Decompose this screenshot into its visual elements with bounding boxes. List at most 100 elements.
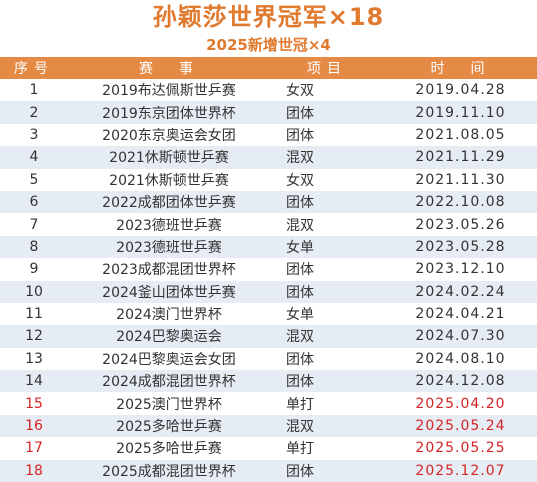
row-type: 团体: [286, 127, 314, 144]
row-type: 团体: [286, 195, 314, 212]
table-row: 17 2025多哈世乒赛 单打 2025.05.25: [0, 437, 537, 460]
row-date: 2025.05.24: [384, 414, 537, 438]
row-type-cell: 团体: [270, 280, 384, 303]
row-event: 2023德班世乒赛: [68, 213, 270, 236]
row-number: 12: [0, 325, 68, 348]
row-date: 2025.05.25: [384, 437, 537, 460]
row-date: 2019.04.28: [384, 79, 537, 102]
row-date: 2025.04.20: [384, 392, 537, 415]
row-date: 2021.08.05: [384, 123, 537, 147]
row-event: 2021休斯顿世乒赛: [68, 168, 270, 191]
row-type: 单打: [286, 396, 314, 413]
table-row: 13 2024巴黎奥运会女团 团体 2024.08.10: [0, 347, 537, 371]
row-number: 14: [0, 370, 68, 393]
table-row: 11 2024澳门世界杯 女单 2024.04.21: [0, 302, 537, 326]
column-header-event: 赛 事: [68, 57, 270, 79]
row-number: 16: [0, 414, 68, 438]
row-number: 8: [0, 235, 68, 259]
row-event: 2022成都团体世乒赛: [68, 190, 270, 214]
row-type-cell: 团体: [270, 370, 384, 393]
row-number: 1: [0, 79, 68, 102]
table-row: 16 2025多哈世乒赛 混双 2025.05.24: [0, 414, 537, 438]
row-type-cell: 混双: [270, 213, 384, 236]
row-date: 2023.05.28: [384, 235, 537, 259]
row-type-cell: 团体: [270, 101, 384, 124]
row-type: 混双: [286, 329, 314, 346]
table-row: 2 2019东京团体世界杯 团体 2019.11.10: [0, 101, 537, 124]
row-event: 2025澳门世界杯: [68, 392, 270, 415]
row-date: 2021.11.30: [384, 168, 537, 191]
page: 孙颖莎世界冠军×18 2025新增世冠×4 序号 赛 事 项目 时 间 1 201…: [0, 3, 537, 482]
row-type: 女单: [286, 239, 314, 256]
table-row: 1 2019布达佩斯世乒赛 女双 2019.04.28: [0, 79, 537, 102]
row-type: 团体: [286, 351, 314, 368]
row-date: 2019.11.10: [384, 101, 537, 124]
row-type-cell: 团体: [270, 347, 384, 371]
row-type-cell: 团体: [270, 258, 384, 281]
row-event: 2024釜山团体世乒赛: [68, 280, 270, 303]
row-number: 13: [0, 347, 68, 371]
row-type: 单打: [286, 441, 314, 458]
row-number: 2: [0, 101, 68, 124]
row-type: 女双: [286, 172, 314, 189]
table-row: 9 2023成都混团世界杯 团体 2023.12.10: [0, 258, 537, 281]
row-event: 2024巴黎奥运会女团: [68, 347, 270, 371]
row-type-cell: 团体: [270, 123, 384, 147]
table-row: 12 2024巴黎奥运会 混双 2024.07.30: [0, 325, 537, 348]
row-type: 混双: [286, 217, 314, 234]
row-event: 2020东京奥运会女团: [68, 123, 270, 147]
row-type: 团体: [286, 284, 314, 301]
page-title: 孙颖莎世界冠军×18: [152, 3, 385, 31]
row-date: 2024.12.08: [384, 370, 537, 393]
row-date: 2023.12.10: [384, 258, 537, 281]
row-number: 4: [0, 146, 68, 169]
table-header-row: 序号 赛 事 项目 时 间: [0, 57, 537, 79]
row-number: 7: [0, 213, 68, 236]
row-type-cell: 女单: [270, 235, 384, 259]
page-subtitle: 2025新增世冠×4: [206, 36, 331, 54]
table-row: 6 2022成都团体世乒赛 团体 2022.10.08: [0, 190, 537, 214]
row-number: 9: [0, 258, 68, 281]
row-event: 2024成都混团世界杯: [68, 370, 270, 393]
row-type-cell: 混双: [270, 414, 384, 438]
row-type: 女单: [286, 307, 314, 324]
row-type-cell: 团体: [270, 190, 384, 214]
row-date: 2023.05.26: [384, 213, 537, 236]
row-date: 2024.07.30: [384, 325, 537, 348]
row-date: 2021.11.29: [384, 146, 537, 169]
table-row: 14 2024成都混团世界杯 团体 2024.12.08: [0, 370, 537, 393]
row-event: 2019布达佩斯世乒赛: [68, 79, 270, 102]
row-event: 2025多哈世乒赛: [68, 437, 270, 460]
row-event: 2019东京团体世界杯: [68, 101, 270, 124]
row-type-cell: 混双: [270, 146, 384, 169]
row-number: 10: [0, 280, 68, 303]
table-row: 3 2020东京奥运会女团 团体 2021.08.05: [0, 123, 537, 147]
table-row: 7 2023德班世乒赛 混双 2023.05.26: [0, 213, 537, 236]
row-number: 6: [0, 190, 68, 214]
row-type-cell: 单打: [270, 392, 384, 415]
column-header-date: 时 间: [384, 57, 537, 79]
row-type-cell: 单打: [270, 437, 384, 460]
row-number: 15: [0, 392, 68, 415]
row-event: 2024巴黎奥运会: [68, 325, 270, 348]
table-row: 15 2025澳门世界杯 单打 2025.04.20: [0, 392, 537, 415]
row-event: 2021休斯顿世乒赛: [68, 146, 270, 169]
row-event: 2024澳门世界杯: [68, 302, 270, 326]
row-type-cell: 女双: [270, 168, 384, 191]
table-row: 4 2021休斯顿世乒赛 混双 2021.11.29: [0, 146, 537, 169]
row-type: 混双: [286, 150, 314, 167]
row-event: 2025多哈世乒赛: [68, 414, 270, 438]
row-date: 2024.08.10: [384, 347, 537, 371]
row-type: 女双: [286, 83, 314, 100]
table-row: 8 2023德班世乒赛 女单 2023.05.28: [0, 235, 537, 259]
row-type: 团体: [286, 374, 314, 391]
column-header-type: 项目: [270, 57, 384, 79]
row-type-cell: 混双: [270, 325, 384, 348]
row-number: 5: [0, 168, 68, 191]
table-row: 5 2021休斯顿世乒赛 女双 2021.11.30: [0, 168, 537, 191]
champions-table: 序号 赛 事 项目 时 间 1 2019布达佩斯世乒赛 女双 2019.04.28 2 2…: [0, 57, 537, 482]
row-event: 2023德班世乒赛: [68, 235, 270, 259]
row-number: 11: [0, 302, 68, 326]
table-row: 10 2024釜山团体世乒赛 团体 2024.02.24: [0, 280, 537, 303]
row-date: 2022.10.08: [384, 190, 537, 214]
